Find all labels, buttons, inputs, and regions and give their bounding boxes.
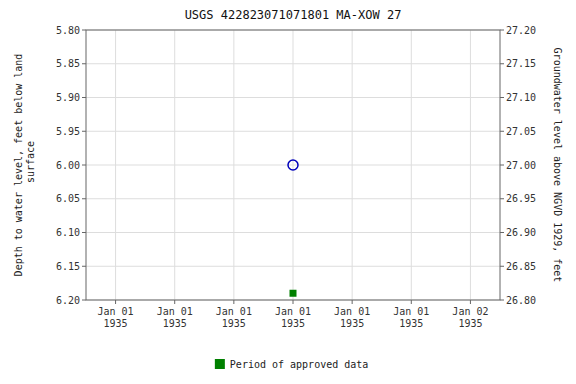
tick-label: 27.15 — [506, 58, 536, 69]
tick-label: Jan 011935 — [393, 306, 429, 329]
grid-line — [411, 30, 412, 300]
tick — [115, 300, 116, 304]
tick-label: Jan 011935 — [334, 306, 370, 329]
tick — [82, 232, 86, 233]
tick-label: 26.85 — [506, 261, 536, 272]
tick — [82, 63, 86, 64]
text-line: Jan 02 — [452, 306, 488, 317]
grid-line — [174, 30, 175, 300]
text-line: surface — [25, 141, 36, 189]
text-line: Jan 01 — [334, 306, 370, 317]
tick-label: 6.10 — [56, 227, 80, 238]
tick-label: 26.95 — [506, 193, 536, 204]
tick-label: 5.95 — [56, 126, 80, 137]
tick — [82, 30, 86, 31]
tick-label: 6.05 — [56, 193, 80, 204]
tick-label: 26.90 — [506, 227, 536, 238]
axis-label: Groundwater level above NGVD 1929, feet — [552, 48, 563, 283]
tick — [82, 131, 86, 132]
legend-swatch — [215, 359, 225, 369]
grid — [86, 30, 500, 300]
point — [290, 290, 297, 297]
tick — [500, 63, 504, 64]
point — [288, 160, 298, 170]
grid-line — [470, 30, 471, 300]
tick — [82, 300, 86, 301]
tick — [500, 266, 504, 267]
tick-label: Jan 011935 — [275, 306, 311, 329]
text-line: 1935 — [458, 318, 482, 329]
tick-label: Jan 011935 — [216, 306, 252, 329]
tick — [352, 300, 353, 304]
tick — [82, 165, 86, 166]
tick-label: 27.10 — [506, 92, 536, 103]
tick — [500, 30, 504, 31]
text-line: 1935 — [104, 318, 128, 329]
tick-label: 27.20 — [506, 25, 536, 36]
grid-line — [233, 30, 234, 300]
text-line: 1935 — [399, 318, 423, 329]
background — [0, 0, 576, 384]
tick — [82, 97, 86, 98]
legend-label: Period of approved data — [230, 359, 368, 370]
tick-label: Jan 021935 — [452, 306, 488, 329]
title: USGS 422823071071801 MA-XOW 27 — [185, 8, 402, 22]
tick — [500, 300, 504, 301]
tick — [174, 300, 175, 304]
tick — [293, 300, 294, 304]
grid-line — [352, 30, 353, 300]
text-line: 1935 — [222, 318, 246, 329]
tick-label: 27.05 — [506, 126, 536, 137]
tick — [233, 300, 234, 304]
marks — [288, 160, 298, 297]
text-line: Groundwater level above NGVD 1929, feet — [552, 48, 563, 283]
tick — [470, 300, 471, 304]
tick-label: 26.80 — [506, 295, 536, 306]
tick — [82, 266, 86, 267]
tick — [500, 232, 504, 233]
text-line: Jan 01 — [157, 306, 193, 317]
tick — [500, 97, 504, 98]
tick-label: 5.85 — [56, 58, 80, 69]
grid-line — [115, 30, 116, 300]
text-line: Jan 01 — [98, 306, 134, 317]
tick — [82, 198, 86, 199]
text-line: 1935 — [163, 318, 187, 329]
tick-label: 27.00 — [506, 160, 536, 171]
tick-label: Jan 011935 — [157, 306, 193, 329]
tick — [500, 198, 504, 199]
grid-line — [293, 30, 294, 300]
text-line: Jan 01 — [275, 306, 311, 317]
tick-label: 5.90 — [56, 92, 80, 103]
tick — [500, 165, 504, 166]
tick — [500, 131, 504, 132]
tick-label: Jan 011935 — [98, 306, 134, 329]
text-line: Depth to water level, feet below land — [13, 54, 24, 277]
chart: 5.80 5.85 5.90 5.95 6.00 6.05 6.10 6.15 6.20 27.2… — [0, 0, 576, 384]
tick-label: 6.15 — [56, 261, 80, 272]
legend: Period of approved data — [215, 359, 368, 370]
plot-frame — [86, 30, 500, 300]
tick — [411, 300, 412, 304]
axis-label: Depth to water level, feet below land su… — [13, 54, 36, 277]
text-line: Jan 01 — [216, 306, 252, 317]
text-line: 1935 — [281, 318, 305, 329]
text-line: Jan 01 — [393, 306, 429, 317]
tick-label: 6.20 — [56, 295, 80, 306]
tick-label: 6.00 — [56, 160, 80, 171]
tick-label: 5.80 — [56, 25, 80, 36]
text-line: 1935 — [340, 318, 364, 329]
